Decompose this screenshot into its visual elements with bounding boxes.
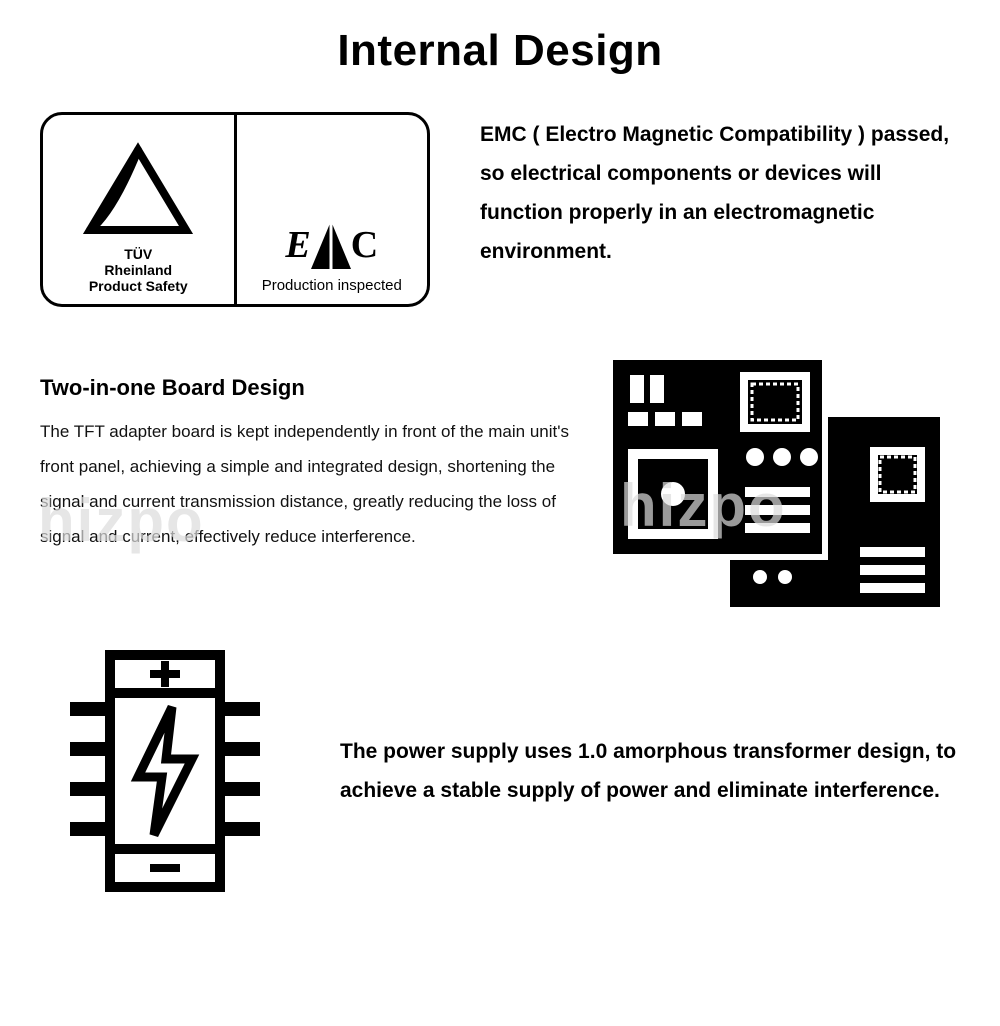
- section-emc: TÜV Rheinland Product Safety E C Product…: [0, 112, 1000, 307]
- tuv-label: TÜV Rheinland Product Safety: [89, 246, 188, 294]
- emc-logo: E C: [285, 219, 378, 271]
- emc-cell: E C Production inspected: [237, 115, 428, 304]
- emc-triangle-icon: [309, 219, 353, 271]
- board-heading: Two-in-one Board Design: [40, 375, 580, 401]
- section-board-design: Two-in-one Board Design The TFT adapter …: [0, 375, 1000, 617]
- board-text-column: Two-in-one Board Design The TFT adapter …: [40, 375, 580, 554]
- page-title: Internal Design: [0, 26, 1000, 76]
- tuv-cell: TÜV Rheinland Product Safety: [43, 115, 234, 304]
- emc-description: EMC ( Electro Magnetic Compatibility ) p…: [480, 112, 960, 271]
- battery-chip-icon: [60, 647, 270, 897]
- emc-letter-e: E: [285, 223, 310, 267]
- emc-letter-c: C: [351, 223, 378, 267]
- tuv-line2: Rheinland: [89, 262, 188, 278]
- tuv-triangle-icon: [78, 142, 198, 242]
- board-body: The TFT adapter board is kept independen…: [40, 415, 580, 554]
- circuit-board-icon: [610, 357, 960, 617]
- certification-badge: TÜV Rheinland Product Safety E C Product…: [40, 112, 430, 307]
- section-power-supply: The power supply uses 1.0 amorphous tran…: [0, 647, 1000, 897]
- tuv-line1: TÜV: [89, 246, 188, 262]
- emc-label: Production inspected: [262, 277, 402, 294]
- power-description: The power supply uses 1.0 amorphous tran…: [340, 733, 960, 811]
- tuv-line3: Product Safety: [89, 278, 188, 294]
